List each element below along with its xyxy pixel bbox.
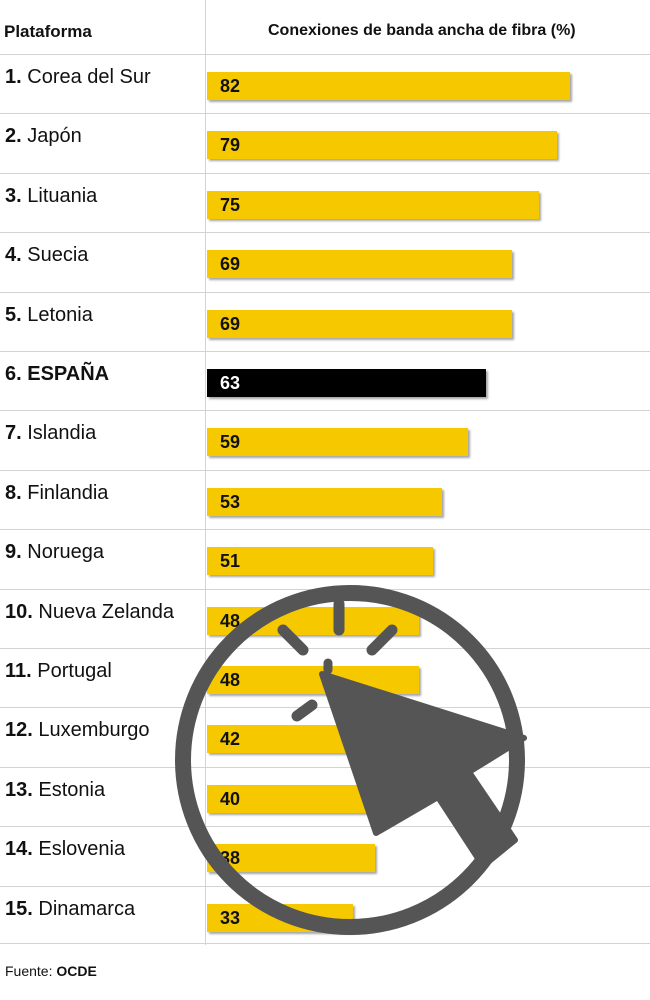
bar-value-label: 42: [220, 729, 241, 750]
row-country: Eslovenia: [38, 838, 126, 861]
bar-value-label: 48: [220, 670, 241, 690]
bar: 75: [207, 190, 539, 219]
row-country: Corea del Sur: [27, 66, 151, 88]
table-row: 14. Eslovenia 38: [0, 826, 650, 886]
row-rank: 5.: [5, 303, 22, 326]
row-country: Dinamarca: [38, 897, 136, 920]
row-label: 13. Estonia: [5, 779, 105, 802]
table-row: 13. Estonia 40: [0, 766, 650, 827]
row-label: 15. Dinamarca: [5, 898, 135, 921]
bar-value-label: 53: [220, 491, 241, 512]
bar-value-label: 40: [220, 788, 241, 809]
row-rank: 11.: [5, 660, 32, 682]
row-rank: 8.: [5, 481, 22, 504]
bar-value-label: 82: [220, 76, 241, 96]
row-label: 9. Noruega: [5, 541, 104, 564]
row-rank: 14.: [5, 838, 33, 861]
source-note: Fuente: OCDE: [5, 963, 97, 979]
row-country: Suecia: [27, 244, 89, 267]
column-header-value: Conexiones de banda ancha de fibra (%): [268, 22, 576, 39]
row-rank: 4.: [5, 244, 22, 267]
bar: 48: [207, 666, 420, 694]
row-country: Nueva Zelanda: [38, 600, 175, 623]
bar: 33: [207, 903, 354, 932]
table-row: 7. Islandia 59: [0, 410, 650, 470]
table-row: 4. Suecia 69: [0, 232, 650, 292]
table-row: 6. ESPAÑA 63: [0, 351, 650, 411]
row-rank: 6.: [5, 363, 22, 385]
row-rank: 12.: [5, 719, 33, 742]
table-row: 11. Portugal 48: [0, 648, 650, 708]
row-country: Islandia: [27, 422, 97, 445]
bar-value-label: 48: [220, 610, 241, 631]
bar-value-label: 33: [220, 907, 241, 928]
bar: 53: [207, 487, 442, 516]
row-label: 14. Eslovenia: [5, 838, 125, 861]
row-rank: 9.: [5, 541, 22, 564]
row-label: 11. Portugal: [5, 660, 112, 683]
bar-value-label: 69: [220, 313, 241, 334]
row-label: 2. Japón: [5, 125, 82, 148]
row-rank: 3.: [5, 184, 22, 207]
bar-value-label: 51: [220, 551, 241, 572]
row-country: Luxemburgo: [38, 719, 150, 742]
source-name: OCDE: [56, 963, 97, 979]
bar: 59: [207, 428, 469, 457]
bar: 63: [207, 369, 486, 397]
table-row: 2. Japón 79: [0, 113, 650, 173]
bar: 48: [207, 606, 420, 635]
bar-value-label: 75: [220, 194, 241, 215]
row-country: Letonia: [27, 303, 93, 326]
row-label: 8. Finlandia: [5, 482, 108, 505]
row-label: 5. Letonia: [5, 304, 93, 327]
row-rank: 10.: [5, 600, 33, 623]
table-row: 15. Dinamarca 33: [0, 885, 650, 946]
row-country: Japón: [27, 125, 82, 148]
row-country: Portugal: [37, 660, 112, 682]
row-label: 6. ESPAÑA: [5, 363, 109, 386]
bar: 82: [207, 72, 570, 100]
bar: 69: [207, 309, 513, 338]
table-row: 3. Lituania 75: [0, 172, 650, 233]
row-country: Finlandia: [27, 481, 109, 504]
row-rank: 15.: [5, 897, 33, 920]
row-label: 3. Lituania: [5, 185, 97, 208]
row-rank: 1.: [5, 66, 22, 88]
bar: 42: [207, 725, 393, 754]
bar-value-label: 63: [220, 373, 241, 393]
bar: 69: [207, 250, 513, 279]
table-row: 5. Letonia 69: [0, 291, 650, 352]
row-country: Estonia: [38, 778, 106, 801]
row-country: Lituania: [27, 184, 98, 207]
row-rank: 2.: [5, 125, 22, 148]
row-label: 4. Suecia: [5, 244, 88, 267]
row-label: 10. Nueva Zelanda: [5, 601, 174, 624]
table-bottom-rule: [0, 943, 650, 944]
row-country: Noruega: [27, 541, 104, 564]
table-row: 12. Luxemburgo 42: [0, 707, 650, 767]
row-country: ESPAÑA: [27, 363, 110, 385]
row-label: 12. Luxemburgo: [5, 719, 150, 742]
bar: 51: [207, 547, 433, 576]
source-label: Fuente:: [5, 963, 53, 979]
bar-value-label: 69: [220, 254, 241, 275]
table-row: 8. Finlandia 53: [0, 469, 650, 530]
row-rank: 13.: [5, 778, 33, 801]
table-row: 9. Noruega 51: [0, 529, 650, 589]
bar-value-label: 59: [220, 432, 241, 453]
table-row: 10. Nueva Zelanda 48: [0, 588, 650, 649]
bar-value-label: 38: [220, 848, 241, 869]
row-rank: 7.: [5, 422, 22, 445]
column-divider: [205, 0, 206, 945]
column-header-platform: Plataforma: [4, 22, 92, 41]
bar: 79: [207, 131, 557, 160]
row-label: 1. Corea del Sur: [5, 66, 151, 89]
bar: 38: [207, 844, 376, 873]
bar: 40: [207, 784, 385, 813]
row-label: 7. Islandia: [5, 422, 96, 445]
table-row: 1. Corea del Sur 82: [0, 54, 650, 114]
bar-value-label: 79: [220, 135, 241, 156]
